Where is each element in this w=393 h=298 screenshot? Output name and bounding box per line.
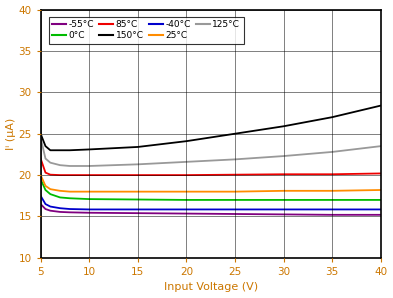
Y-axis label: Iⁱ (μA): Iⁱ (μA) (6, 118, 16, 150)
Legend: -55°C, 0°C, 85°C, 150°C, -40°C, 25°C, 125°C: -55°C, 0°C, 85°C, 150°C, -40°C, 25°C, 12… (48, 17, 244, 44)
X-axis label: Input Voltage (V): Input Voltage (V) (163, 283, 258, 292)
